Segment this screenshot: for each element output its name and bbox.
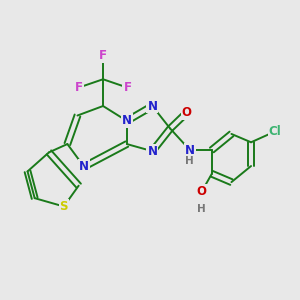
Text: N: N (122, 114, 132, 128)
Text: N: N (79, 160, 89, 173)
Text: O: O (182, 106, 192, 119)
Text: F: F (123, 81, 131, 94)
Text: F: F (99, 49, 107, 62)
Text: H: H (185, 156, 194, 166)
Text: N: N (147, 145, 158, 158)
Text: Cl: Cl (268, 125, 281, 138)
Text: F: F (75, 81, 83, 94)
Text: S: S (60, 200, 68, 213)
Text: N: N (147, 100, 158, 112)
Text: H: H (197, 203, 207, 216)
Text: H: H (197, 204, 206, 214)
Text: O: O (197, 185, 207, 198)
Text: N: N (185, 143, 195, 157)
Text: O: O (197, 185, 207, 198)
Text: N: N (185, 143, 195, 157)
